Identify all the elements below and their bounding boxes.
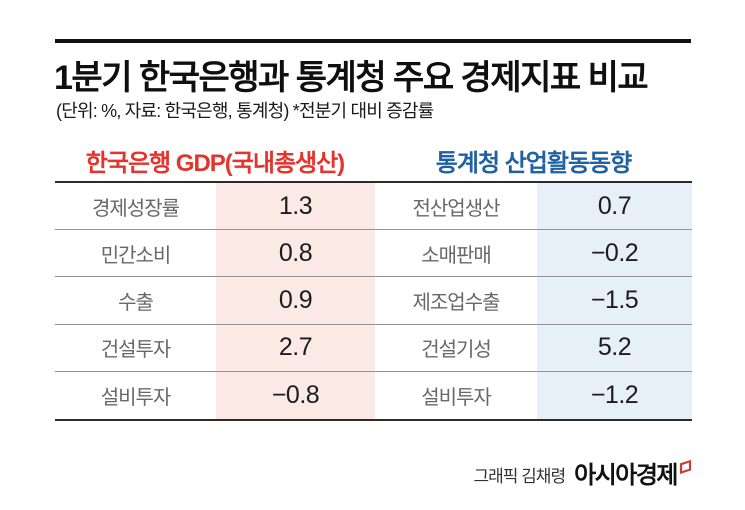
page-title: 1분기 한국은행과 통계청 주요 경제지표 비교 <box>54 59 649 97</box>
table-row-label: 소매판매 <box>375 230 537 278</box>
table-row-label: 전산업생산 <box>375 183 537 231</box>
page-subtitle: (단위: %, 자료: 한국은행, 통계청) *전분기 대비 증감률 <box>56 101 434 121</box>
brand-logo-text: 아시아경제 <box>574 462 678 489</box>
graphic-credit: 그래픽 김채령 <box>473 466 567 486</box>
column-headers: 한국은행 GDP(국내총생산) 통계청 산업활동동향 <box>55 141 692 179</box>
table-row-label: 민간소비 <box>55 230 216 278</box>
left-table-header: 한국은행 GDP(국내총생산) <box>85 149 345 177</box>
right-table-header: 통계청 산업활동동향 <box>435 149 632 177</box>
table-row-label: 건설투자 <box>55 325 216 372</box>
table-row-label: 건설기성 <box>375 325 537 372</box>
brand-logo: 아시아경제 <box>574 459 692 489</box>
table-row-label: 경제성장률 <box>55 183 216 231</box>
table-row-value: 0.7 <box>537 183 692 231</box>
footer: 그래픽 김채령 아시아경제 <box>55 456 692 492</box>
table-row-value: −1.2 <box>537 371 692 419</box>
table-row-value: −0.2 <box>537 230 692 278</box>
table-row-value: −0.8 <box>216 371 375 419</box>
table-row-value: −1.5 <box>537 277 692 325</box>
top-rule <box>55 39 691 43</box>
table-row-label: 설비투자 <box>100 386 172 409</box>
table-row-value: 1.3 <box>216 183 375 231</box>
table-row-label: 제조업수출 <box>375 277 537 325</box>
brand-flag-icon <box>679 459 692 480</box>
table-row-value: 2.7 <box>216 324 375 372</box>
table-row-label: 설비투자 <box>421 386 492 409</box>
table-row-value: 5.2 <box>537 324 692 372</box>
comparison-table: 경제성장률 1.3 전산업생산 0.7 민간소비 0.8 소매판매 −0.2 수… <box>55 181 692 421</box>
table-row-label: 수출 <box>55 277 216 325</box>
table-row-value: 0.9 <box>216 277 375 325</box>
table-row-value: 0.8 <box>216 230 375 278</box>
